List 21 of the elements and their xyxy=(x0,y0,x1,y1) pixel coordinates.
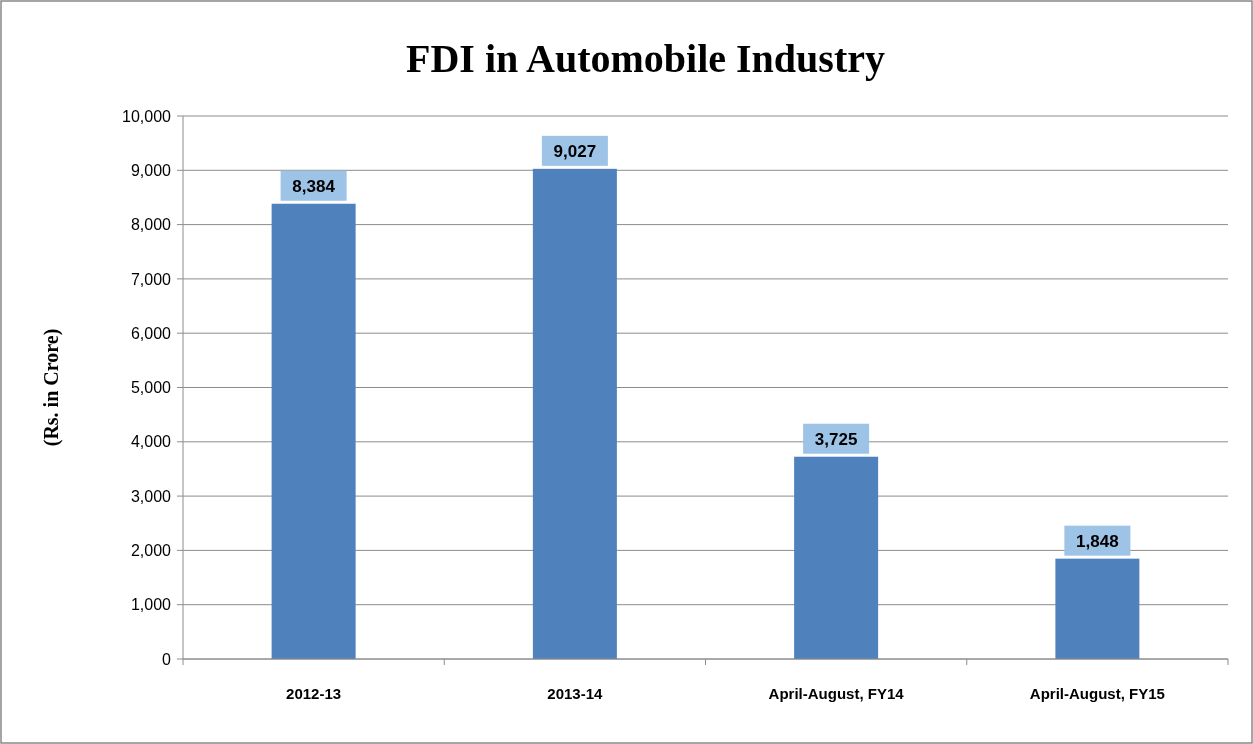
data-label: 8,384 xyxy=(292,176,336,196)
x-tick-label: April-August, FY15 xyxy=(1029,685,1165,702)
y-tick-label: 6,000 xyxy=(130,324,172,342)
y-tick-label: 4,000 xyxy=(130,433,172,451)
x-tick-label: 2012-13 xyxy=(286,685,342,702)
data-label: 1,848 xyxy=(1076,531,1119,551)
data-label: 3,725 xyxy=(814,429,858,449)
y-axis-title: (Rs. in Crore) xyxy=(40,328,63,447)
y-tick-label: 0 xyxy=(162,650,172,668)
y-tick-label: 10,000 xyxy=(122,107,172,125)
y-tick-label: 3,000 xyxy=(130,487,172,505)
x-tick-label: 2013-14 xyxy=(547,685,604,702)
chart-title: FDI in Automobile Industry xyxy=(406,36,885,81)
y-tick-label: 5,000 xyxy=(130,379,172,397)
y-tick-label: 1,000 xyxy=(130,596,172,614)
data-label: 9,027 xyxy=(553,141,597,161)
y-tick-label: 7,000 xyxy=(130,270,172,288)
x-tick-label: April-August, FY14 xyxy=(768,685,905,702)
y-tick-label: 8,000 xyxy=(130,216,172,234)
y-tick-label: 9,000 xyxy=(130,161,172,179)
y-tick-label: 2,000 xyxy=(130,542,172,559)
